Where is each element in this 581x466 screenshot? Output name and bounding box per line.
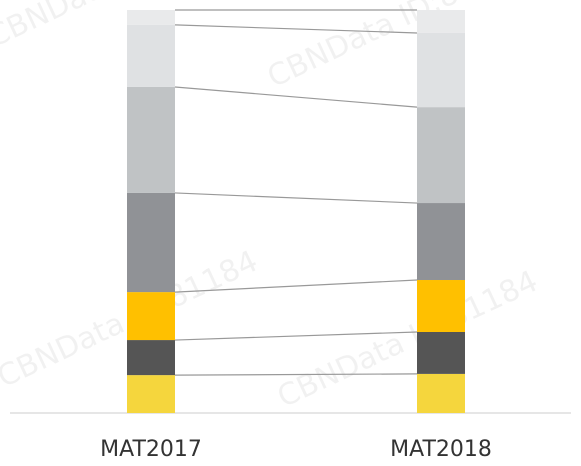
bar-segment bbox=[417, 107, 465, 204]
bar-segment bbox=[127, 24, 175, 87]
connector bbox=[174, 331, 418, 341]
connector bbox=[174, 192, 418, 204]
bar-segment bbox=[127, 375, 175, 413]
bar-segment bbox=[417, 203, 465, 281]
bar-segment bbox=[127, 192, 175, 293]
bar-segment bbox=[127, 292, 175, 341]
connector bbox=[174, 373, 418, 376]
watermark: CBNData ID:81184 bbox=[262, 0, 533, 95]
bar-segment bbox=[417, 331, 465, 374]
connector bbox=[174, 24, 418, 34]
connector bbox=[174, 86, 418, 108]
bar-segment bbox=[417, 10, 465, 33]
x-tick-label: MAT2017 bbox=[100, 437, 202, 462]
bar-segment bbox=[417, 280, 465, 332]
watermark: CBNData ID:81184 bbox=[272, 264, 543, 415]
connector bbox=[174, 279, 418, 293]
bar-segment bbox=[127, 86, 175, 193]
bar-segment bbox=[417, 373, 465, 413]
bar-segment bbox=[127, 340, 175, 376]
watermark: CBNData ID:81184 bbox=[0, 0, 253, 55]
bar-segment bbox=[127, 10, 175, 25]
bar-segment bbox=[417, 32, 465, 108]
x-tick-label: MAT2018 bbox=[390, 437, 492, 462]
